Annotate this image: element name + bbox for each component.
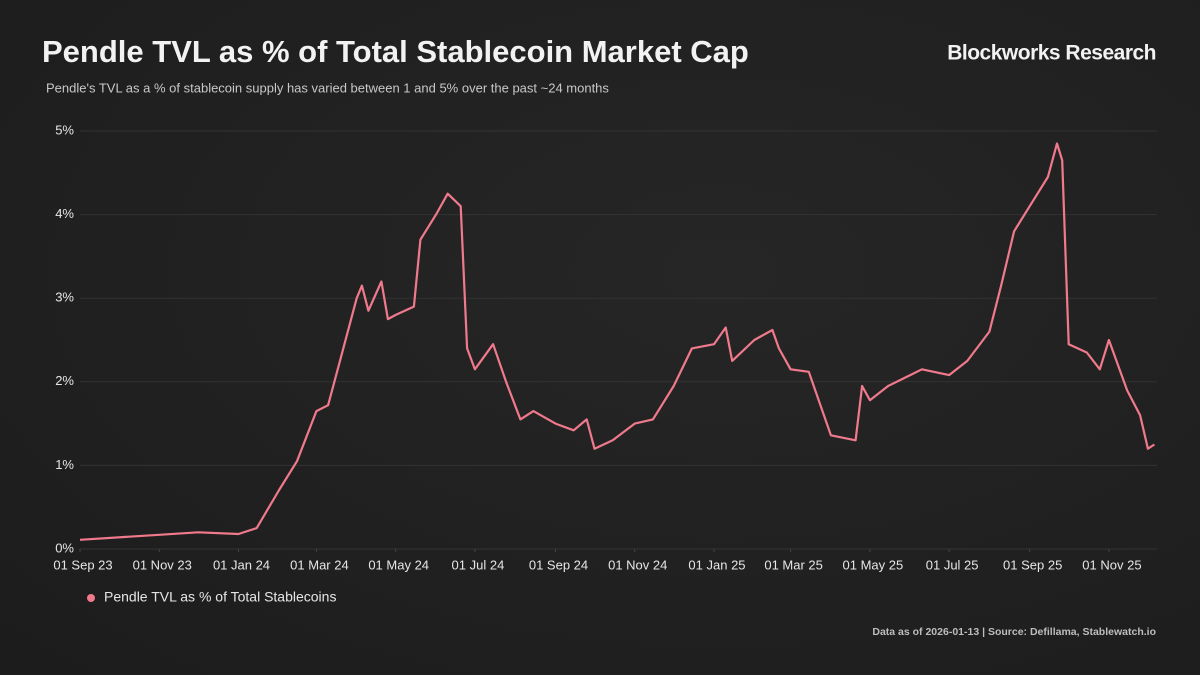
- y-tick-label: 4%: [55, 206, 74, 221]
- footnote: Data as of 2026-01-13 | Source: Defillam…: [872, 626, 1156, 638]
- x-tick-label: 01 May 25: [843, 557, 904, 572]
- y-tick-label: 3%: [55, 290, 74, 305]
- line-series: [79, 142, 1155, 541]
- legend-label: Pendle TVL as % of Total Stablecoins: [104, 589, 336, 605]
- x-tick-label: 01 Nov 25: [1082, 557, 1141, 572]
- x-tick-label: 01 Mar 24: [290, 557, 349, 572]
- x-tick-label: 01 Nov 23: [133, 557, 192, 572]
- chart-title: Pendle TVL as % of Total Stablecoin Mark…: [42, 34, 749, 69]
- chart-subtitle: Pendle's TVL as a % of stablecoin supply…: [46, 80, 609, 95]
- x-tick-label: 01 Sep 25: [1003, 557, 1062, 572]
- x-tick-label: 01 May 24: [368, 557, 429, 572]
- x-tick-label: 01 Jul 24: [452, 557, 505, 572]
- y-tick-label: 2%: [55, 373, 74, 388]
- x-tick-label: 01 Jan 25: [688, 557, 745, 572]
- x-tick-label: 01 Sep 24: [529, 557, 588, 572]
- x-tick-label: 01 Mar 25: [764, 557, 823, 572]
- x-tick-label: 01 Jul 25: [926, 557, 979, 572]
- brand: Blockworks Research: [947, 42, 1156, 65]
- y-tick-label: 5%: [55, 122, 74, 137]
- legend-marker: [87, 594, 95, 602]
- y-tick-label: 0%: [55, 540, 74, 555]
- y-tick-label: 1%: [55, 457, 74, 472]
- x-tick-label: 01 Nov 24: [608, 557, 667, 572]
- x-tick-label: 01 Sep 23: [53, 557, 112, 572]
- x-tick-label: 01 Jan 24: [213, 557, 270, 572]
